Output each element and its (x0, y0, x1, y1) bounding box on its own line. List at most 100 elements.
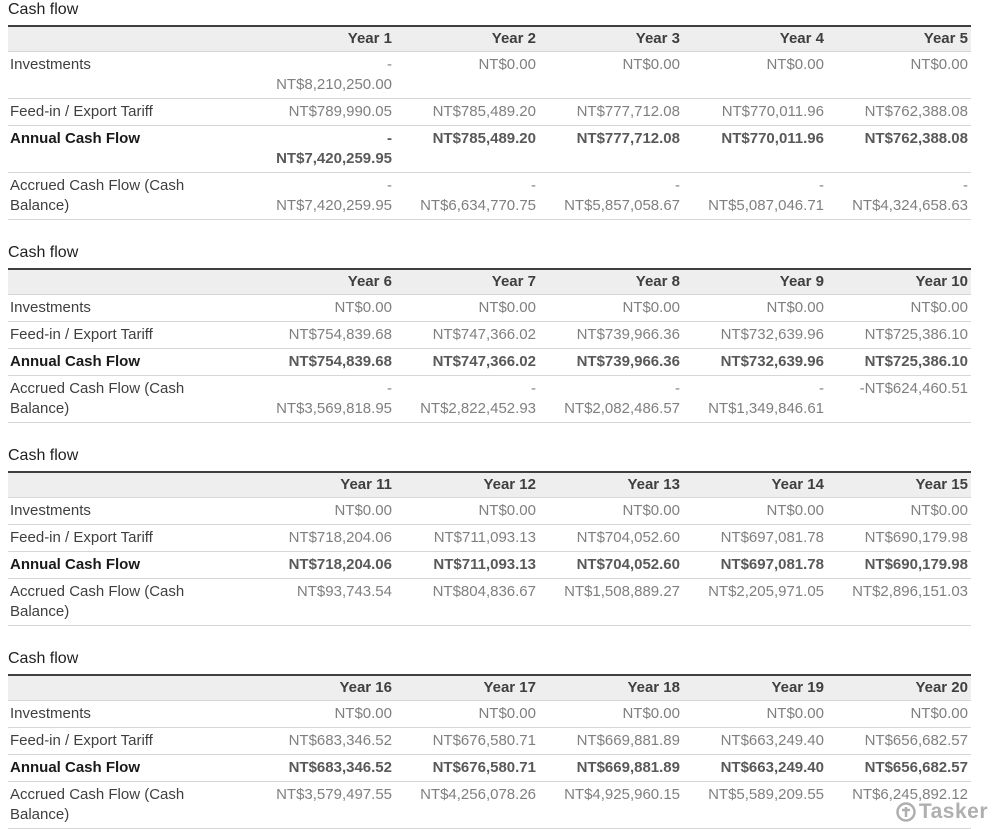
header-row: Year 6 Year 7 Year 8 Year 9 Year 10 (8, 268, 971, 295)
section-title: Cash flow (8, 244, 79, 261)
value-cell: NT$785,489.20 (395, 125, 539, 173)
row-label: Annual Cash Flow (8, 754, 251, 782)
value-cell: NT$0.00 (827, 51, 971, 99)
value-cell: -NT$624,460.51 (827, 375, 971, 423)
value-cell: NT$754,839.68 (251, 348, 395, 376)
value-cell: NT$669,881.89 (539, 754, 683, 782)
value-cell: NT$0.00 (539, 497, 683, 525)
header-empty-cell (8, 471, 251, 498)
value-cell: NT$804,836.67 (395, 578, 539, 626)
year-header: Year 4 (683, 25, 827, 52)
section-title: Cash flow (8, 447, 79, 464)
cashflow-table-years-16-20: Year 16 Year 17 Year 18 Year 19 Year 20 … (8, 674, 971, 829)
value-cell: NT$732,639.96 (683, 321, 827, 349)
row-feed-in-export-tariff: Feed-in / Export Tariff NT$683,346.52 NT… (8, 727, 971, 755)
row-annual-cash-flow: Annual Cash Flow NT$754,839.68 NT$747,36… (8, 348, 971, 376)
row-label: Accrued Cash Flow (Cash Balance) (8, 375, 251, 423)
row-label: Investments (8, 700, 251, 728)
value-cell: NT$0.00 (395, 51, 539, 99)
value-cell: NT$2,205,971.05 (683, 578, 827, 626)
value-cell: NT$4,925,960.15 (539, 781, 683, 829)
value-cell: NT$770,011.96 (683, 98, 827, 126)
row-accrued-cash-flow: Accrued Cash Flow (Cash Balance) - NT$3,… (8, 375, 971, 423)
value-cell: NT$739,966.36 (539, 348, 683, 376)
value-cell: NT$0.00 (395, 700, 539, 728)
value-cell: NT$747,366.02 (395, 348, 539, 376)
value-cell: NT$0.00 (539, 700, 683, 728)
year-header: Year 5 (827, 25, 971, 52)
value-cell: NT$0.00 (827, 700, 971, 728)
value-cell: NT$718,204.06 (251, 551, 395, 579)
row-label: Feed-in / Export Tariff (8, 524, 251, 552)
value-cell: NT$0.00 (251, 497, 395, 525)
value-cell: NT$697,081.78 (683, 551, 827, 579)
value-cell: - NT$5,857,058.67 (539, 172, 683, 220)
value-cell: NT$718,204.06 (251, 524, 395, 552)
watermark-badge-icon (895, 801, 917, 823)
row-investments: Investments NT$0.00 NT$0.00 NT$0.00 NT$0… (8, 497, 971, 525)
value-cell: NT$0.00 (827, 497, 971, 525)
row-label: Feed-in / Export Tariff (8, 321, 251, 349)
value-cell: NT$676,580.71 (395, 727, 539, 755)
row-accrued-cash-flow: Accrued Cash Flow (Cash Balance) NT$93,7… (8, 578, 971, 626)
value-cell: - NT$1,349,846.61 (683, 375, 827, 423)
row-accrued-cash-flow: Accrued Cash Flow (Cash Balance) NT$3,57… (8, 781, 971, 829)
value-cell: NT$683,346.52 (251, 727, 395, 755)
value-cell: NT$663,249.40 (683, 754, 827, 782)
row-feed-in-export-tariff: Feed-in / Export Tariff NT$754,839.68 NT… (8, 321, 971, 349)
row-feed-in-export-tariff: Feed-in / Export Tariff NT$718,204.06 NT… (8, 524, 971, 552)
header-row: Year 1 Year 2 Year 3 Year 4 Year 5 (8, 25, 971, 52)
year-header: Year 13 (539, 471, 683, 498)
row-label: Annual Cash Flow (8, 551, 251, 579)
watermark: Tasker (895, 801, 988, 823)
header-row: Year 16 Year 17 Year 18 Year 19 Year 20 (8, 674, 971, 701)
value-cell: NT$732,639.96 (683, 348, 827, 376)
value-cell: NT$5,589,209.55 (683, 781, 827, 829)
value-cell: - NT$7,420,259.95 (251, 172, 395, 220)
value-cell: NT$0.00 (395, 294, 539, 322)
section-title: Cash flow (8, 1, 79, 18)
value-cell: NT$676,580.71 (395, 754, 539, 782)
year-header: Year 3 (539, 25, 683, 52)
year-header: Year 9 (683, 268, 827, 295)
value-cell: NT$683,346.52 (251, 754, 395, 782)
row-label: Annual Cash Flow (8, 125, 251, 173)
value-cell: NT$2,896,151.03 (827, 578, 971, 626)
value-cell: NT$93,743.54 (251, 578, 395, 626)
value-cell: NT$663,249.40 (683, 727, 827, 755)
row-label: Accrued Cash Flow (Cash Balance) (8, 781, 251, 829)
value-cell: NT$762,388.08 (827, 98, 971, 126)
row-label: Annual Cash Flow (8, 348, 251, 376)
value-cell: - NT$6,634,770.75 (395, 172, 539, 220)
value-cell: NT$777,712.08 (539, 125, 683, 173)
value-cell: NT$656,682.57 (827, 727, 971, 755)
cashflow-section-years-16-20: Cash flow Year 16 Year 17 Year 18 Year 1… (8, 649, 1000, 829)
value-cell: - NT$2,082,486.57 (539, 375, 683, 423)
value-cell: NT$711,093.13 (395, 524, 539, 552)
value-cell: NT$690,179.98 (827, 551, 971, 579)
value-cell: NT$785,489.20 (395, 98, 539, 126)
value-cell: - NT$2,822,452.93 (395, 375, 539, 423)
value-cell: NT$739,966.36 (539, 321, 683, 349)
cashflow-table-years-1-5: Year 1 Year 2 Year 3 Year 4 Year 5 Inves… (8, 25, 971, 220)
value-cell: NT$762,388.08 (827, 125, 971, 173)
year-header: Year 12 (395, 471, 539, 498)
row-label: Feed-in / Export Tariff (8, 727, 251, 755)
value-cell: NT$704,052.60 (539, 551, 683, 579)
year-header: Year 7 (395, 268, 539, 295)
value-cell: NT$656,682.57 (827, 754, 971, 782)
year-header: Year 1 (251, 25, 395, 52)
year-header: Year 11 (251, 471, 395, 498)
value-cell: NT$0.00 (539, 51, 683, 99)
value-cell: NT$704,052.60 (539, 524, 683, 552)
value-cell: NT$0.00 (539, 294, 683, 322)
row-investments: Investments NT$0.00 NT$0.00 NT$0.00 NT$0… (8, 294, 971, 322)
value-cell: NT$0.00 (683, 51, 827, 99)
value-cell: NT$777,712.08 (539, 98, 683, 126)
cashflow-section-years-11-15: Cash flow Year 11 Year 12 Year 13 Year 1… (8, 446, 1000, 626)
header-empty-cell (8, 268, 251, 295)
row-label: Feed-in / Export Tariff (8, 98, 251, 126)
value-cell: - NT$8,210,250.00 (251, 51, 395, 99)
year-header: Year 8 (539, 268, 683, 295)
value-cell: NT$3,579,497.55 (251, 781, 395, 829)
